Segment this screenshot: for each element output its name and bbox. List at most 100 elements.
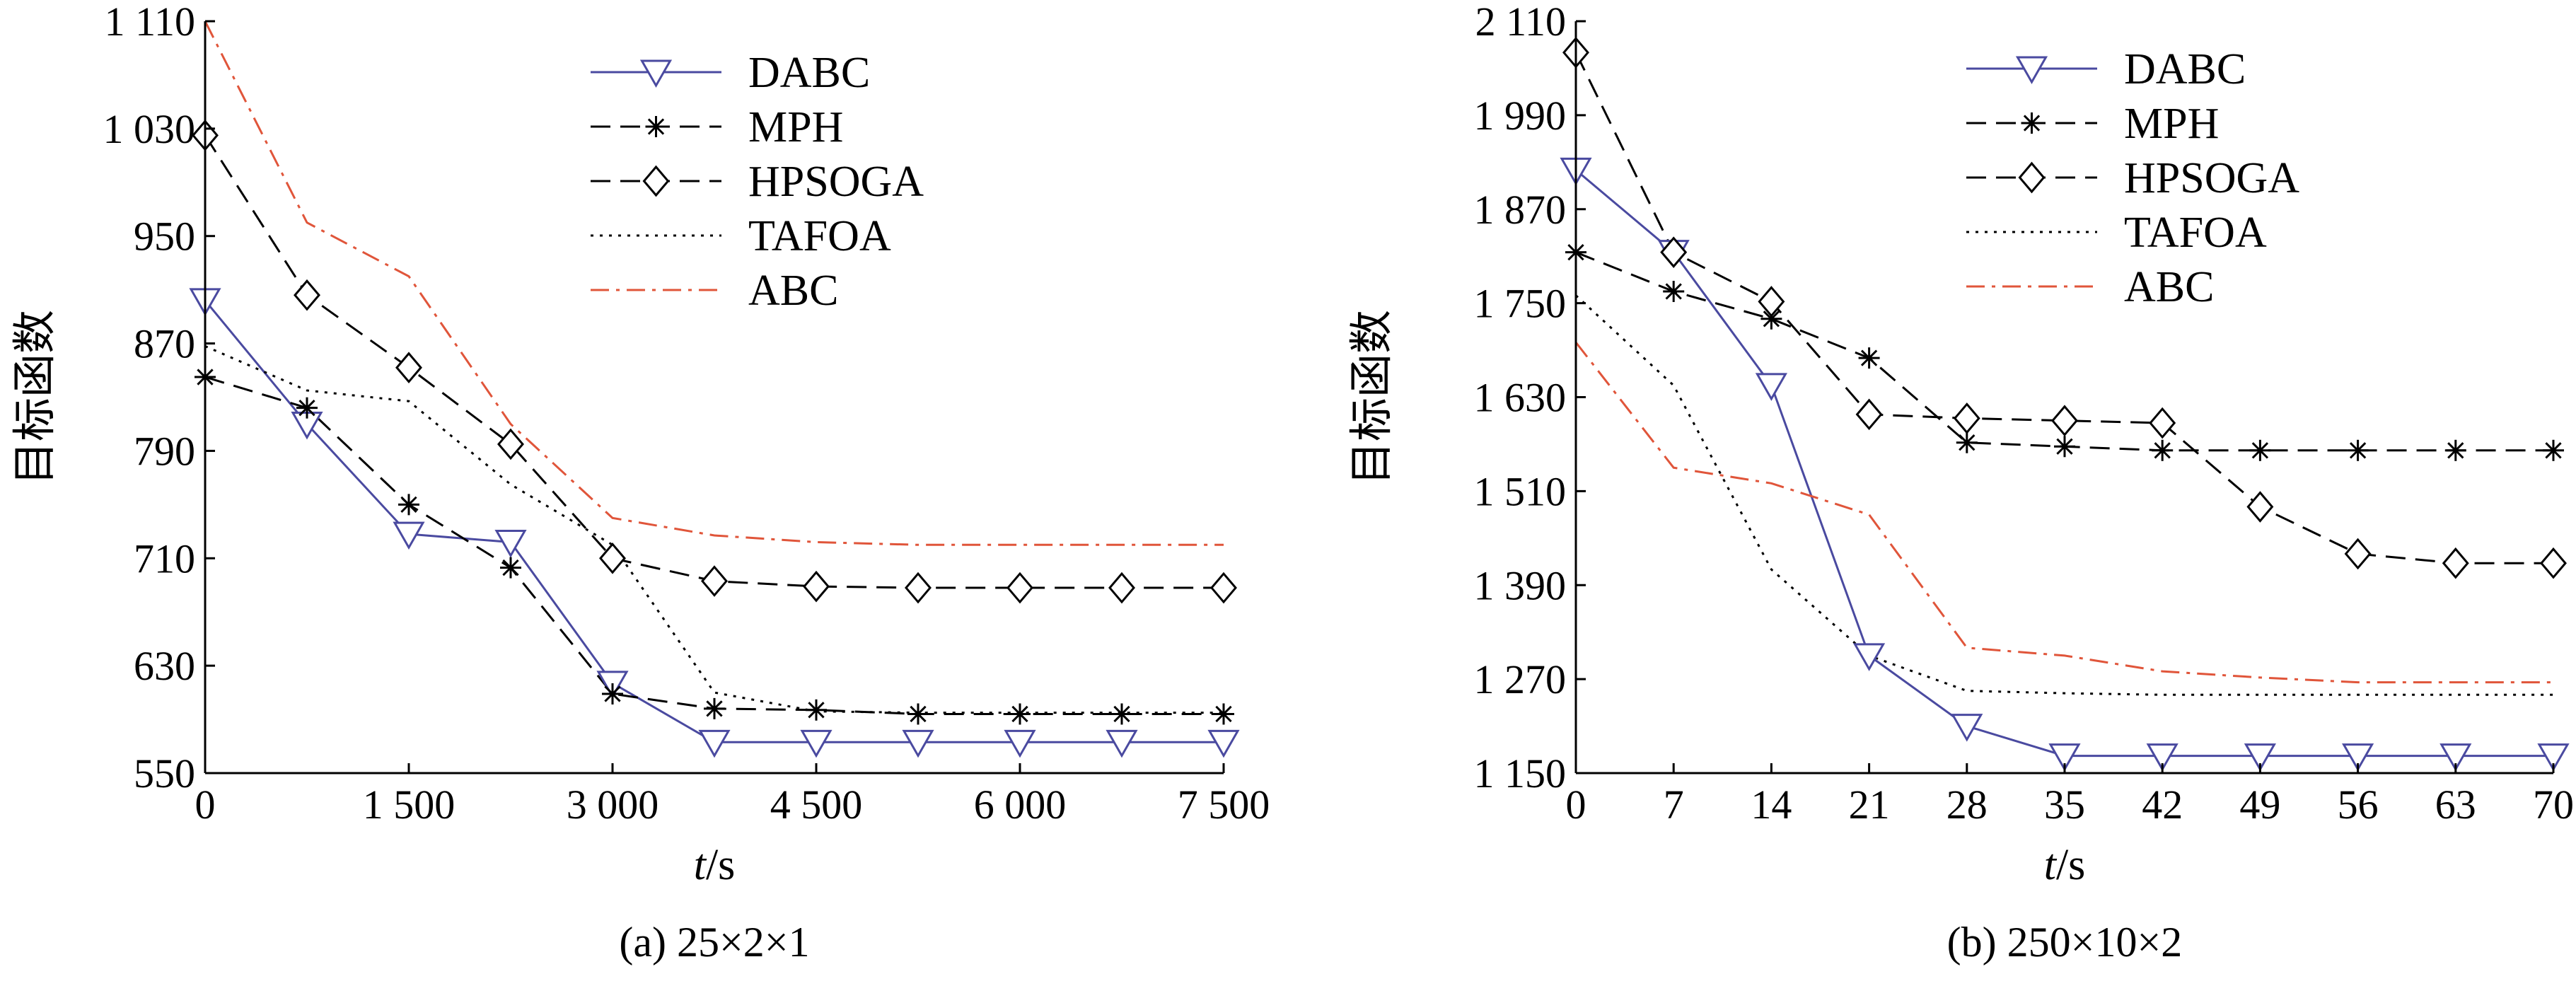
data-point-hpsoga — [2051, 405, 2078, 437]
series-line-dabc — [204, 299, 1224, 743]
series-line-abc — [1574, 342, 2553, 684]
series-line-hpsoga — [1574, 52, 2553, 564]
tick-labels: 1 150 1 270 1 390 1 510 1 630 1 750 1 870 1 990… — [1474, 0, 2575, 828]
x-tick-label: 63 — [2435, 782, 2476, 828]
y-axis-label: 目标函数 — [11, 310, 59, 485]
chart-caption: (a) 25×2×1 — [619, 919, 809, 965]
series-line-abc — [204, 21, 1224, 546]
legend-item-tafoa: TAFOA — [591, 212, 891, 260]
y-tick-label: 950 — [134, 214, 195, 260]
series-line-dabc — [1575, 169, 2553, 758]
x-tick-label: 4 500 — [770, 782, 863, 828]
data-point-dabc — [902, 729, 934, 758]
legend-marker — [2015, 56, 2048, 85]
data-point-hpsoga — [1758, 286, 1785, 318]
legend-label: ABC — [2124, 263, 2214, 311]
legend-label: ABC — [748, 267, 838, 315]
data-point-hpsoga — [1660, 236, 1688, 268]
x-tick-label: 49 — [2239, 782, 2280, 828]
data-point-dabc — [1207, 729, 1240, 758]
axes — [204, 20, 1225, 775]
data-point-mph — [1956, 431, 1978, 453]
legend-label: DABC — [2124, 45, 2246, 93]
x-tick-label: 14 — [1751, 782, 1792, 828]
y-tick-label: 870 — [134, 321, 195, 367]
data-point-hpsoga — [905, 572, 932, 604]
data-point-hpsoga — [294, 279, 320, 311]
data-point-hpsoga — [1855, 398, 1883, 431]
data-point-hpsoga — [2540, 547, 2567, 579]
x-tick-label: 56 — [2338, 782, 2379, 828]
legend-item-hpsoga: HPSOGA — [1966, 154, 2299, 202]
x-axis-label: t/s — [2044, 841, 2086, 889]
legend-item-tafoa: TAFOA — [1966, 209, 2267, 257]
data-point-dabc — [2048, 743, 2081, 772]
legend-marker — [642, 165, 670, 197]
y-tick-label: 1 110 — [105, 0, 195, 45]
y-tick-label: 1 990 — [1474, 93, 1567, 139]
data-point-mph — [2152, 439, 2174, 461]
data-point-mph — [500, 557, 521, 579]
data-point-hpsoga — [1210, 572, 1237, 604]
y-tick-label: 1 510 — [1474, 468, 1567, 514]
data-point-dabc — [1755, 373, 1787, 401]
data-point-dabc — [393, 521, 425, 550]
data-point-hpsoga — [599, 542, 626, 574]
data-point-mph — [296, 397, 318, 419]
data-point-dabc — [2537, 743, 2570, 772]
chart-panel-a: 550 630 710 790 870 950 1 030 1 110 0 1 500 3 000 4… — [11, 0, 1270, 965]
y-tick-label: 550 — [134, 750, 195, 796]
y-tick-label: 2 110 — [1475, 0, 1566, 45]
legend-item-dabc: DABC — [591, 49, 870, 97]
y-tick-label: 1 270 — [1474, 656, 1567, 702]
data-point-hpsoga — [1108, 572, 1135, 604]
y-tick-label: 630 — [134, 643, 195, 689]
data-point-mph — [398, 494, 419, 516]
y-tick-label: 710 — [134, 535, 195, 581]
series-markers — [189, 120, 1240, 758]
data-point-dabc — [1951, 714, 1983, 742]
series-lines — [1574, 52, 2553, 758]
y-tick-label: 790 — [134, 428, 195, 474]
x-tick-label: 70 — [2533, 782, 2574, 828]
y-tick-label: 1 150 — [1474, 750, 1567, 796]
legend-label: MPH — [2124, 100, 2219, 148]
x-tick-label: 1 500 — [363, 782, 456, 828]
data-point-mph — [1111, 703, 1132, 725]
x-tick-label: 7 500 — [1178, 782, 1270, 828]
x-tick-label: 0 — [195, 782, 216, 828]
data-point-hpsoga — [803, 570, 830, 603]
series-lines — [204, 21, 1224, 743]
data-point-hpsoga — [2442, 547, 2469, 579]
axes — [1574, 20, 2555, 775]
legend: DABC MPH HPSOGA TAFOA ABC — [1966, 45, 2299, 311]
legend: DABC MPH HPSOGA TAFOA ABC — [591, 49, 924, 315]
legend-label: MPH — [748, 103, 843, 151]
y-tick-label: 1 630 — [1474, 375, 1567, 421]
legend-item-hpsoga: HPSOGA — [591, 158, 924, 206]
data-point-mph — [2249, 439, 2271, 461]
data-point-dabc — [698, 729, 731, 758]
legend-item-mph: MPH — [591, 103, 843, 151]
data-point-dabc — [2146, 743, 2178, 772]
legend-item-mph: MPH — [1966, 100, 2219, 148]
tick-labels: 550 630 710 790 870 950 1 030 1 110 0 1 500 3 000 4… — [103, 0, 1270, 828]
data-point-dabc — [2342, 743, 2374, 772]
y-tick-label: 1 870 — [1474, 187, 1567, 233]
series-line-hpsoga — [204, 134, 1224, 589]
data-point-hpsoga — [395, 352, 422, 384]
data-point-dabc — [1853, 643, 1886, 671]
legend-label: HPSOGA — [2124, 154, 2299, 202]
legend-label: TAFOA — [748, 212, 891, 260]
data-point-hpsoga — [2246, 491, 2274, 523]
data-point-mph — [1760, 308, 1782, 330]
legend-marker — [639, 59, 673, 88]
x-tick-label: 0 — [1566, 782, 1586, 828]
data-point-dabc — [2439, 743, 2472, 772]
y-tick-label: 1 390 — [1474, 562, 1567, 608]
y-tick-label: 1 030 — [103, 106, 196, 152]
y-axis-label: 目标函数 — [1348, 310, 1396, 485]
data-point-mph — [2054, 436, 2075, 458]
data-point-dabc — [1106, 729, 1138, 758]
